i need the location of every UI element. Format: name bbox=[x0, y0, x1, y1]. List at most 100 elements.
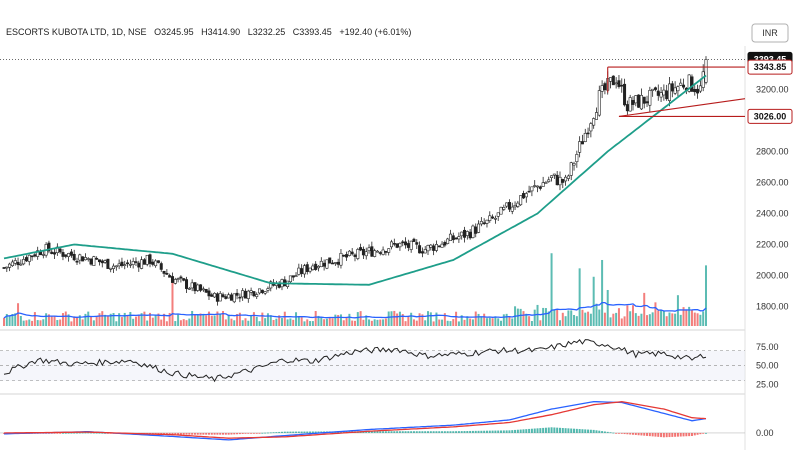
candle-body bbox=[255, 294, 259, 297]
macd-histogram-bar bbox=[292, 431, 295, 433]
volume-bar bbox=[508, 316, 511, 326]
macd-histogram-bar bbox=[368, 431, 371, 433]
macd-histogram-bar bbox=[637, 432, 640, 436]
macd-histogram-bar bbox=[289, 431, 292, 433]
volume-bar bbox=[118, 313, 121, 326]
candle-body bbox=[359, 247, 363, 251]
macd-histogram-bar bbox=[309, 431, 312, 433]
volume-bar bbox=[177, 314, 180, 326]
volume-bar bbox=[429, 312, 432, 326]
candle-body bbox=[53, 252, 57, 255]
macd-histogram-bar bbox=[418, 431, 421, 433]
macd-histogram-bar bbox=[651, 432, 654, 437]
volume-bar bbox=[587, 311, 590, 326]
macd-histogram-bar bbox=[210, 432, 213, 435]
volume-bar bbox=[485, 318, 488, 326]
candle-body bbox=[58, 248, 62, 253]
currency-button-frame[interactable] bbox=[751, 23, 789, 43]
macd-histogram-bar bbox=[617, 432, 620, 434]
candle-body bbox=[395, 243, 399, 248]
volume-bar bbox=[617, 308, 620, 326]
macd-histogram-bar bbox=[516, 429, 519, 433]
macd-histogram-bar bbox=[247, 432, 250, 434]
volume-bar bbox=[73, 316, 76, 326]
volume-bar bbox=[558, 320, 561, 326]
candle-body bbox=[356, 249, 360, 259]
volume-bar bbox=[629, 311, 632, 326]
macd-histogram-bar bbox=[415, 431, 418, 433]
candle-body bbox=[339, 252, 343, 266]
candle-body bbox=[92, 256, 96, 266]
macd-histogram-bar bbox=[466, 431, 469, 433]
candle-body bbox=[246, 290, 250, 299]
currency-button-label[interactable]: INR bbox=[762, 28, 778, 38]
macd-histogram-bar bbox=[50, 432, 53, 434]
macd-histogram-bar bbox=[671, 432, 674, 437]
volume-bar bbox=[368, 319, 371, 326]
candle-body bbox=[507, 202, 511, 210]
macd-histogram-bar bbox=[384, 431, 387, 433]
candle-body bbox=[656, 90, 660, 96]
candle-body bbox=[331, 262, 335, 265]
volume-bar bbox=[266, 313, 269, 326]
candle-body bbox=[302, 265, 306, 275]
macd-histogram-bar bbox=[224, 432, 227, 435]
candle-body bbox=[300, 268, 304, 274]
macd-histogram-bar bbox=[463, 431, 466, 433]
candle-body bbox=[134, 261, 138, 263]
candle-body bbox=[592, 118, 596, 126]
currency-button[interactable]: INR bbox=[751, 23, 789, 43]
rsi-axis-tick-label: 25.00 bbox=[756, 379, 779, 389]
candle-body bbox=[673, 87, 677, 94]
volume-bar bbox=[477, 313, 480, 326]
volume-bar bbox=[550, 253, 553, 326]
macd-histogram-bar bbox=[390, 431, 393, 433]
macd-histogram-bar bbox=[300, 431, 303, 433]
candle-body bbox=[64, 254, 68, 257]
volume-bar bbox=[589, 313, 592, 326]
candle-body bbox=[463, 229, 467, 238]
candle-body bbox=[361, 248, 365, 256]
candle-body bbox=[196, 284, 200, 291]
candle-body bbox=[81, 256, 85, 262]
volume-bar bbox=[646, 315, 649, 326]
macd-histogram-bar bbox=[421, 431, 424, 433]
macd-histogram-bar bbox=[70, 432, 73, 434]
macd-histogram-bar bbox=[581, 429, 584, 433]
volume-bar bbox=[78, 315, 81, 326]
volume-bar bbox=[643, 292, 646, 326]
volume-bar bbox=[67, 314, 70, 326]
candle-body bbox=[159, 263, 163, 270]
volume-bar bbox=[120, 317, 123, 326]
macd-line bbox=[4, 401, 707, 441]
volume-bar bbox=[98, 313, 101, 326]
candle-body bbox=[485, 219, 489, 224]
volume-bar bbox=[179, 320, 182, 326]
macd-histogram-bar bbox=[488, 430, 491, 433]
candle-body bbox=[460, 231, 464, 237]
macd-histogram-bar bbox=[474, 430, 477, 433]
volume-bar bbox=[272, 320, 275, 326]
candle-body bbox=[552, 173, 556, 176]
volume-bar bbox=[311, 321, 314, 326]
candle-body bbox=[190, 282, 194, 289]
macd-histogram-bar bbox=[536, 428, 539, 433]
candle-body bbox=[679, 82, 683, 86]
candle-body bbox=[176, 278, 180, 280]
volume-bar bbox=[623, 316, 626, 326]
macd-histogram-bar bbox=[275, 432, 278, 433]
volume-bar bbox=[286, 319, 289, 326]
candle-body bbox=[662, 89, 666, 96]
volume-bar bbox=[502, 314, 505, 326]
macd-histogram-bar bbox=[623, 432, 626, 435]
candle-body bbox=[173, 279, 177, 284]
candle-body bbox=[252, 291, 256, 297]
candle-body bbox=[670, 83, 674, 92]
macd-histogram-bar bbox=[584, 429, 587, 433]
macd-histogram-bar bbox=[435, 431, 438, 433]
macd-histogram-bar bbox=[598, 430, 601, 433]
macd-histogram-bar bbox=[446, 431, 449, 433]
macd-histogram-bar bbox=[258, 432, 261, 434]
candle-body bbox=[603, 83, 607, 91]
